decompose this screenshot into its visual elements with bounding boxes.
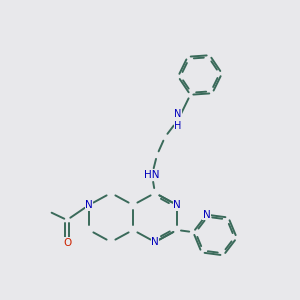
Text: N: N bbox=[151, 237, 159, 247]
Text: N: N bbox=[173, 200, 181, 210]
Text: O: O bbox=[63, 238, 71, 248]
Text: N
H: N H bbox=[174, 109, 182, 131]
Text: N: N bbox=[85, 200, 93, 210]
Text: N: N bbox=[203, 210, 211, 220]
Text: HN: HN bbox=[144, 170, 160, 180]
